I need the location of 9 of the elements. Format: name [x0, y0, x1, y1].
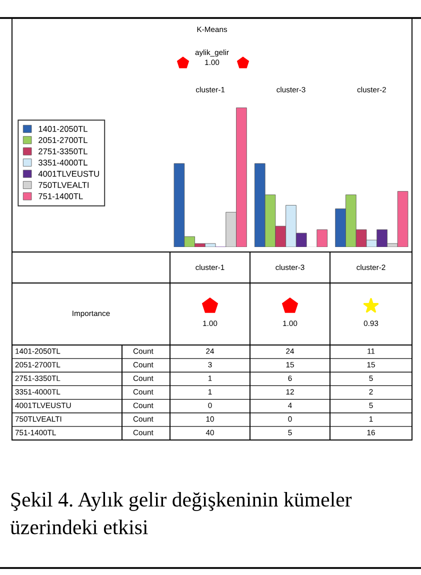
legend-label: 4001TLVEUSTU: [38, 170, 99, 177]
bar: [316, 229, 328, 247]
legend-label: 3351-4000TL: [38, 160, 88, 166]
legend-label: 1401-2050TL: [38, 126, 88, 132]
legend-label: 750TLVEALTI: [38, 182, 89, 188]
text: Şekil 4. Aylık gelir değişkeninin kümeler üzerindeki etkisi: [10, 492, 352, 534]
legend-label: 2051-2700TL: [38, 137, 88, 144]
legend-label: 751-1400TL: [38, 193, 83, 200]
legend-label: 2751-3350TL: [38, 148, 88, 154]
